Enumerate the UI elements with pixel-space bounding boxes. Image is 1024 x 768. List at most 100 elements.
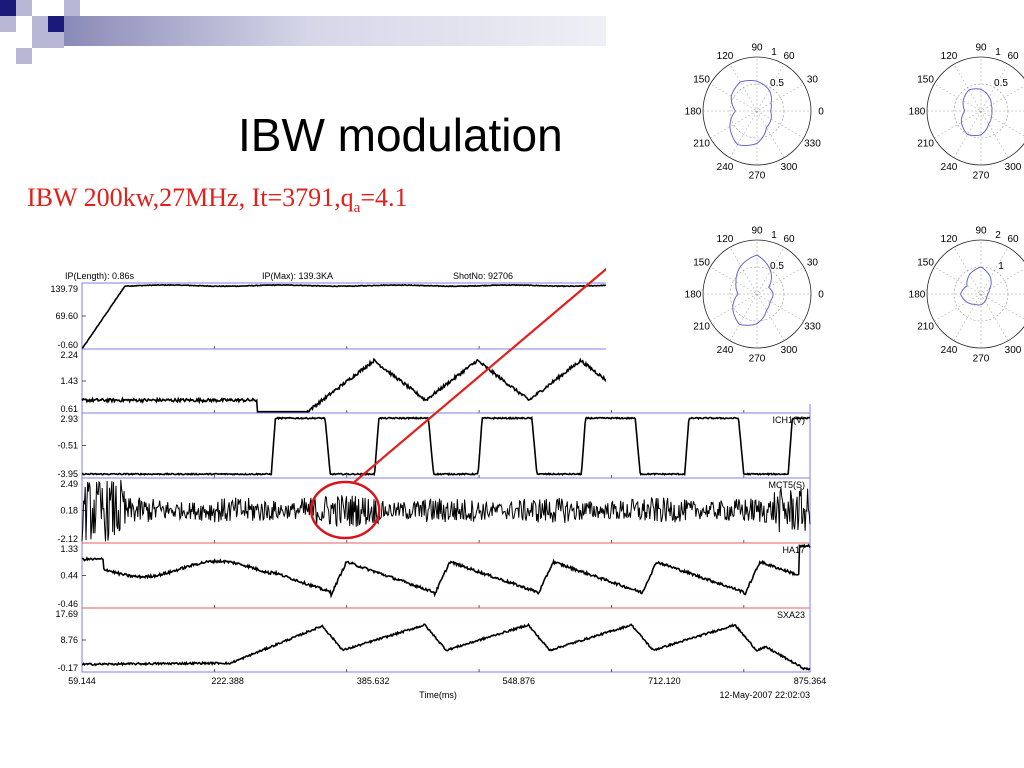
subtitle-text-end: =4.1	[360, 183, 408, 212]
polar-curve	[732, 254, 774, 326]
x-tick-label: 222.388	[211, 676, 244, 686]
panel-name: HA17	[782, 545, 805, 555]
polar-angle-label: 30	[807, 75, 819, 86]
slide-title: IBW modulation	[238, 109, 563, 161]
polar-angle-label: 120	[941, 234, 958, 245]
y-tick-label: -0.51	[57, 441, 78, 451]
y-tick-label: 0.44	[60, 571, 78, 581]
polar-angle-label: 150	[693, 75, 710, 86]
y-tick-label: 2.93	[60, 414, 78, 424]
polar-angle-label: 90	[975, 43, 987, 54]
y-tick-label: 2.49	[60, 479, 78, 489]
subtitle-subscript: a	[353, 200, 361, 217]
header-ip-length: IP(Length): 0.86s	[65, 271, 135, 281]
polar-background	[606, 40, 1024, 404]
polar-angle-label: 270	[749, 171, 766, 182]
polar-plot-1: 0 30 60 90 120 150 180 210 240 270 300 330 1 0.5	[685, 43, 825, 182]
polar-angle-label: 270	[973, 354, 990, 365]
polar-angle-label: 210	[917, 139, 934, 150]
y-tick-label: -0.46	[57, 599, 78, 609]
deco-square-light-4	[32, 32, 48, 48]
polar-angle-label: 150	[693, 258, 710, 269]
y-tick-label: 69.60	[55, 311, 78, 321]
polar-curve	[960, 88, 993, 136]
polar-angle-label: 300	[1005, 345, 1022, 356]
x-tick-label: 385.632	[357, 676, 390, 686]
polar-angle-label: 300	[781, 345, 798, 356]
panel-name: ICH1(V)	[772, 415, 805, 425]
polar-spoke	[934, 266, 1024, 320]
polar-angle-label: 300	[781, 162, 798, 173]
polar-angle-label: 210	[917, 322, 934, 333]
polar-plot-3: 0 30 60 90 120 150 180 210 240 270 300 330 1 0.5	[685, 226, 825, 365]
polar-angle-label: 180	[685, 290, 702, 301]
deco-square-light-6	[16, 48, 32, 64]
polar-angle-label: 60	[783, 234, 795, 245]
polar-angle-label: 180	[909, 290, 926, 301]
waveform-noise	[81, 479, 811, 542]
polar-spoke	[710, 266, 804, 322]
polar-curve	[729, 80, 773, 147]
polar-angle-label: 330	[804, 139, 821, 150]
deco-square-light-2	[0, 16, 16, 32]
polar-angle-label: 300	[1005, 162, 1022, 173]
panel-name: MCT5(S)	[769, 480, 806, 490]
highlight-circle	[309, 480, 381, 540]
polar-angle-label: 270	[973, 171, 990, 182]
polar-radial-label: 1	[771, 47, 777, 58]
polar-angle-label: 240	[941, 162, 958, 173]
polar-radial-label: 0.5	[770, 78, 784, 89]
polar-angle-label: 240	[717, 162, 734, 173]
y-tick-label: 8.76	[60, 635, 78, 645]
scope-panel-4: 2.49 0.18 -2.12 MCT5(S)	[57, 477, 811, 544]
polar-spoke	[710, 83, 804, 139]
scope-panel-5: 1.33 0.44 -0.46 HA17	[57, 542, 811, 609]
deco-square-light-7	[64, 0, 80, 16]
polar-angle-label: 60	[783, 51, 795, 62]
polar-angle-label: 240	[941, 345, 958, 356]
y-tick-label: 1.43	[60, 376, 78, 386]
polar-angle-label: 150	[917, 258, 934, 269]
polar-angle-label: 0	[818, 107, 824, 118]
x-tick-label: 712.120	[648, 676, 681, 686]
polar-angle-label: 210	[693, 139, 710, 150]
subtitle-text: IBW 200kw,27MHz, It=3791,q	[27, 183, 354, 212]
deco-square-dark-1	[0, 0, 16, 16]
y-tick-label: -0.60	[57, 340, 78, 350]
y-tick-label: 0.61	[60, 404, 78, 414]
y-tick-label: 2.24	[60, 350, 78, 360]
polar-radial-label: 0.5	[770, 261, 784, 272]
polar-radial-label: 0.5	[994, 78, 1008, 89]
scope-panel-3: 2.93 -0.51 -3.95 ICH1(V)	[57, 412, 811, 479]
polar-angle-label: 90	[751, 43, 763, 54]
date-stamp: 12-May-2007 22:02:03	[719, 690, 810, 700]
y-tick-label: -3.95	[57, 469, 78, 479]
deco-square-light-1	[16, 0, 32, 16]
polar-angle-label: 90	[751, 226, 763, 237]
polar-angle-label: 270	[749, 354, 766, 365]
header-ip-max: IP(Max): 139.3KA	[262, 271, 333, 281]
y-tick-label: 1.33	[60, 544, 78, 554]
polar-angle-label: 60	[1007, 234, 1019, 245]
scope-panel-6: 17.69 8.76 -0.17 SXA23	[55, 607, 811, 673]
x-axis-label: Time(ms)	[419, 690, 457, 700]
polar-radial-label: 1	[995, 47, 1001, 58]
waveform-triangle_big	[81, 622, 811, 671]
polar-angle-label: 180	[909, 107, 926, 118]
polar-angle-label: 150	[917, 75, 934, 86]
header-bar	[64, 16, 606, 46]
deco-square-dark-2	[48, 16, 64, 32]
x-tick-label: 59.144	[68, 676, 96, 686]
deco-square-light-5	[48, 32, 64, 48]
polar-radial-label: 1	[771, 230, 777, 241]
polar-angle-label: 0	[818, 290, 824, 301]
waveform-sawtooth	[81, 543, 811, 599]
polar-angle-label: 90	[975, 226, 987, 237]
y-tick-label: 17.69	[55, 609, 78, 619]
y-tick-label: -0.17	[57, 663, 78, 673]
y-tick-label: 0.18	[60, 506, 78, 516]
panel-name: SXA23	[777, 610, 805, 620]
polar-curve	[959, 266, 992, 306]
polar-radial-label: 2	[995, 230, 1001, 241]
